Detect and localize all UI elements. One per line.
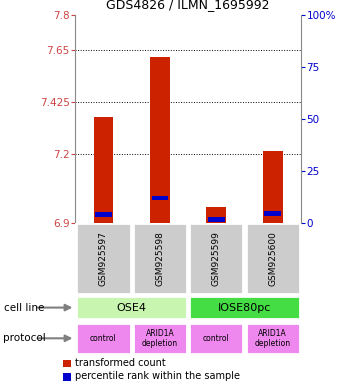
Text: control: control (90, 334, 117, 343)
Bar (76, 323, 131, 354)
Bar (152, 195, 168, 200)
Title: GDS4826 / ILMN_1695992: GDS4826 / ILMN_1695992 (106, 0, 270, 12)
Text: IOSE80pc: IOSE80pc (218, 303, 271, 313)
Text: control: control (203, 334, 230, 343)
Text: percentile rank within the sample: percentile rank within the sample (75, 371, 240, 381)
Text: GSM925597: GSM925597 (99, 231, 108, 286)
Bar (150, 57, 170, 223)
Bar (189, 323, 244, 354)
Bar (189, 223, 244, 294)
Text: GSM925599: GSM925599 (212, 231, 221, 286)
Bar (133, 223, 187, 294)
Bar (63, 373, 71, 381)
Bar (263, 151, 283, 223)
Bar (133, 323, 187, 354)
Bar (246, 323, 300, 354)
Text: GSM925600: GSM925600 (268, 231, 277, 286)
Text: ARID1A
depletion: ARID1A depletion (142, 329, 178, 348)
Text: transformed count: transformed count (75, 358, 166, 368)
Text: cell line: cell line (4, 303, 44, 313)
Bar (93, 117, 113, 223)
Text: OSE4: OSE4 (117, 303, 147, 313)
Bar (189, 296, 300, 319)
Bar (208, 217, 225, 222)
Text: protocol: protocol (4, 333, 46, 343)
Bar (76, 223, 131, 294)
Bar (95, 212, 112, 217)
Text: GSM925598: GSM925598 (155, 231, 164, 286)
Text: ARID1A
depletion: ARID1A depletion (255, 329, 291, 348)
Bar (63, 360, 71, 367)
Bar (206, 207, 226, 223)
Bar (76, 296, 187, 319)
Bar (264, 211, 281, 216)
Bar (246, 223, 300, 294)
